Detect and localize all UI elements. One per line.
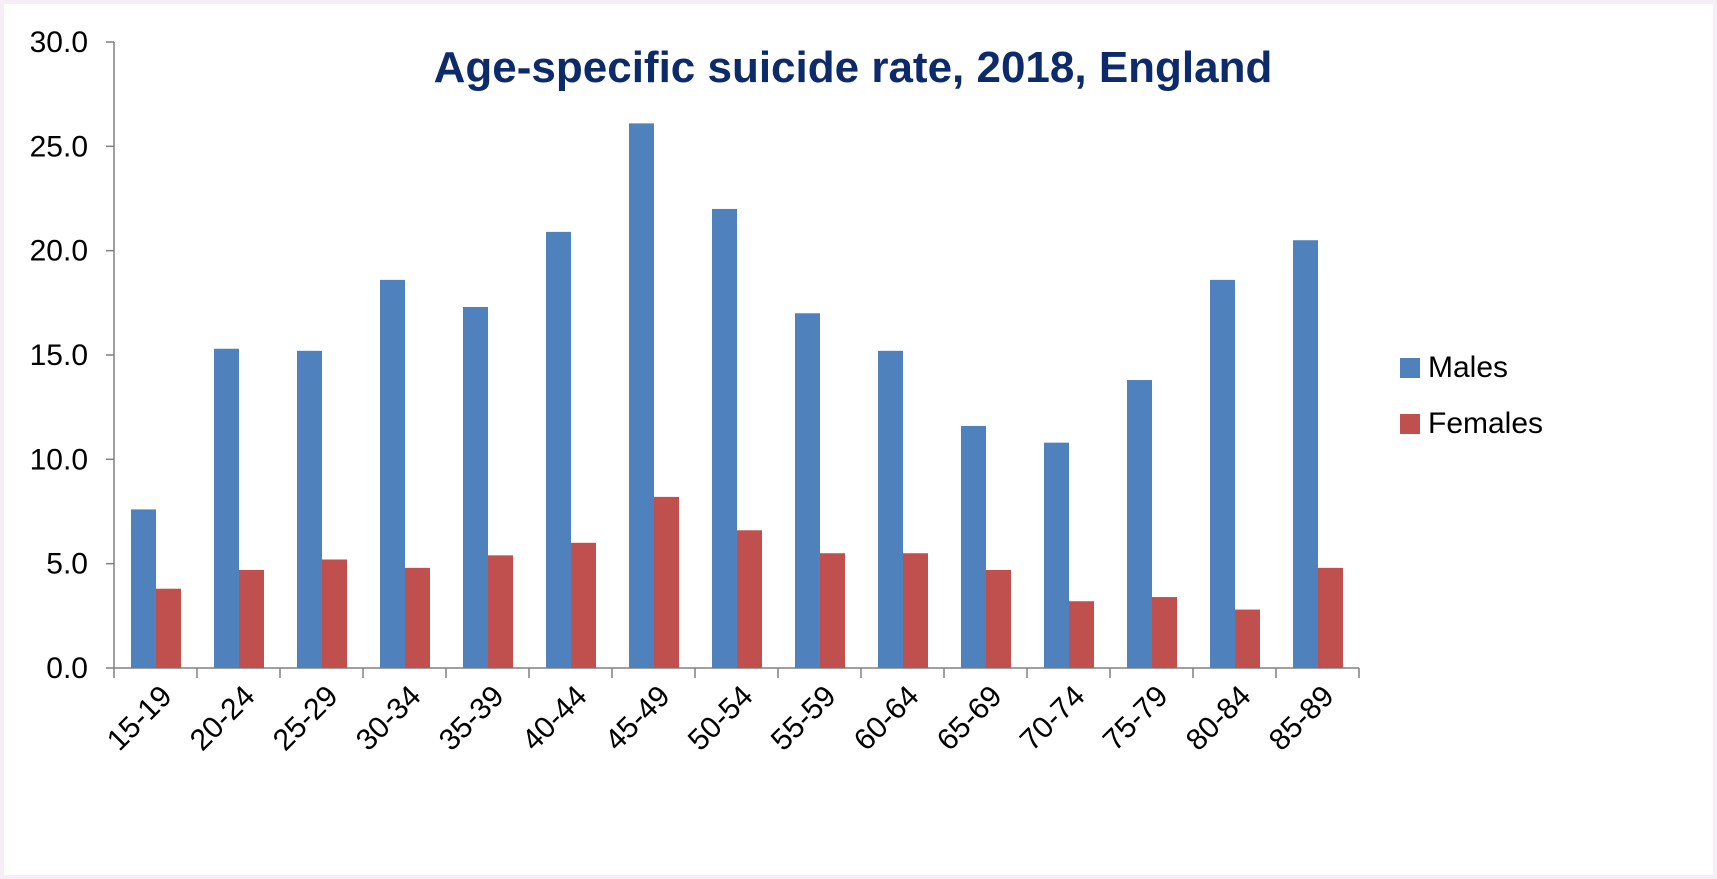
- bar-males: [463, 307, 488, 668]
- bar-males: [712, 208, 737, 668]
- y-tick-label: 15.0: [30, 339, 88, 372]
- bar-females: [654, 496, 679, 668]
- bar-chart: Age-specific suicide rate, 2018, England…: [30, 26, 1543, 758]
- x-tick-label: 75-79: [1097, 680, 1175, 758]
- y-tick-label: 25.0: [30, 130, 88, 163]
- bar-series-females: [156, 496, 1343, 668]
- x-tick-label: 70-74: [1014, 680, 1092, 758]
- bar-males: [1044, 442, 1069, 668]
- x-tick-label: 85-89: [1263, 680, 1341, 758]
- bar-males: [1293, 240, 1318, 668]
- legend-label-males: Males: [1428, 351, 1508, 384]
- legend-swatch-males: [1400, 358, 1420, 378]
- bar-females: [488, 555, 513, 668]
- x-tick-label: 50-54: [682, 680, 760, 758]
- bar-females: [405, 567, 430, 668]
- bar-females: [903, 553, 928, 668]
- legend: Males Females: [1400, 351, 1543, 440]
- bar-males: [297, 350, 322, 668]
- x-tick-label: 35-39: [433, 680, 511, 758]
- x-tick-label: 60-64: [848, 680, 926, 758]
- bar-females: [239, 569, 264, 668]
- x-tick-label: 45-49: [599, 680, 677, 758]
- x-tick-label: 55-59: [765, 680, 843, 758]
- bar-females: [1318, 567, 1343, 668]
- bar-males: [1210, 279, 1235, 668]
- x-tick-label: 30-34: [350, 680, 428, 758]
- bar-males: [214, 348, 239, 668]
- x-tick-label: 25-29: [267, 680, 345, 758]
- bar-males: [795, 313, 820, 668]
- bar-females: [1235, 609, 1260, 668]
- bar-series-group: [131, 123, 1343, 669]
- bar-females: [571, 542, 596, 668]
- bar-males: [380, 279, 405, 668]
- x-tick-label: 20-24: [184, 680, 262, 758]
- bar-females: [322, 559, 347, 668]
- x-tick-label: 65-69: [931, 680, 1009, 758]
- bar-females: [820, 553, 845, 668]
- bar-females: [156, 588, 181, 668]
- x-axis: 15-19 20-24 25-29 30-34 35-39 40-44 45-49 50-54…: [101, 667, 1360, 758]
- bar-females: [1152, 597, 1177, 668]
- y-tick-label: 20.0: [30, 235, 88, 268]
- bar-males: [546, 231, 571, 669]
- y-tick-label: 5.0: [46, 548, 88, 581]
- bar-males: [878, 350, 903, 668]
- y-tick-label: 10.0: [30, 443, 88, 476]
- bar-females: [1069, 601, 1094, 668]
- legend-swatch-females: [1400, 414, 1420, 434]
- y-tick-label: 30.0: [30, 26, 88, 59]
- legend-label-females: Females: [1428, 407, 1543, 440]
- bar-males: [131, 509, 156, 668]
- x-tick-label: 80-84: [1180, 680, 1258, 758]
- bar-series-males: [131, 123, 1318, 669]
- bar-females: [737, 530, 762, 668]
- bar-females: [986, 569, 1011, 668]
- y-tick-label: 0.0: [46, 652, 88, 685]
- bar-males: [961, 425, 986, 668]
- bar-males: [629, 123, 654, 668]
- x-tick-label: 40-44: [516, 680, 594, 758]
- y-axis: 0.0 5.0 10.0 15.0 20.0 25.0 30.0: [30, 26, 115, 685]
- chart-area: Age-specific suicide rate, 2018, England…: [4, 4, 1713, 875]
- chart-title: Age-specific suicide rate, 2018, England: [434, 43, 1273, 92]
- bar-males: [1127, 380, 1152, 668]
- x-tick-label: 15-19: [101, 680, 179, 758]
